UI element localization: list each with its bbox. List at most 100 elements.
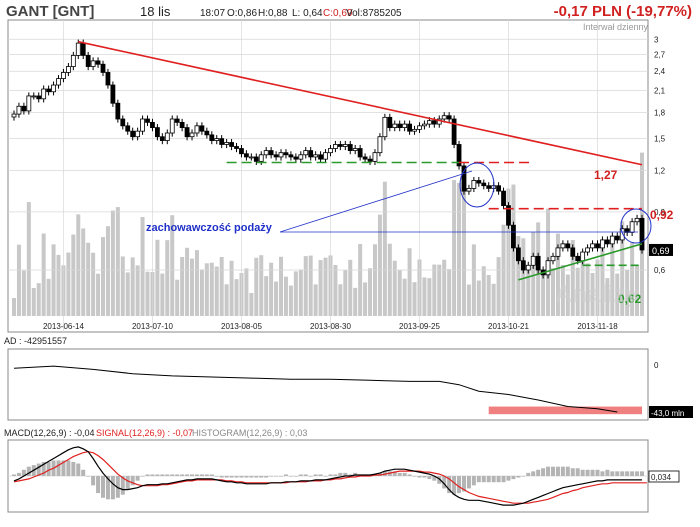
- histogram-bar: [185, 474, 190, 476]
- histogram-bar: [635, 471, 640, 476]
- histogram-bar: [343, 472, 348, 476]
- downtrend-line: [78, 40, 643, 166]
- candle-body: [619, 228, 625, 241]
- volume-bar: [214, 266, 219, 316]
- volume-bar: [442, 259, 447, 316]
- volume-bar: [36, 283, 41, 316]
- volume-bar: [51, 244, 56, 316]
- candle-body: [570, 247, 576, 257]
- histogram-bar: [620, 471, 625, 476]
- volume-bar: [338, 284, 343, 316]
- ad-last-flag: [649, 406, 693, 418]
- candle-body: [174, 118, 180, 123]
- histogram-bar: [333, 474, 338, 476]
- volume-bar: [101, 237, 106, 316]
- volume-bar: [447, 269, 452, 316]
- level-label-0-92: 0,92: [650, 208, 674, 222]
- histogram-bar: [175, 474, 180, 476]
- histogram-bar: [605, 469, 610, 476]
- volume-bar: [313, 284, 318, 316]
- candle-body: [199, 125, 205, 132]
- histogram-bar: [323, 476, 328, 477]
- candle-body: [407, 123, 412, 132]
- candle-body: [585, 247, 591, 253]
- histogram-bar: [264, 476, 269, 478]
- candle-body: [26, 95, 32, 112]
- volume-bar: [471, 244, 476, 316]
- histogram-bar: [91, 476, 96, 486]
- ad-panel-frame: [7, 348, 649, 421]
- histogram-bar: [190, 474, 195, 476]
- ad-last-label: -43,0 mln: [651, 409, 684, 418]
- candle-body: [456, 144, 462, 167]
- histogram-bar: [110, 476, 115, 500]
- candle-body: [323, 152, 328, 160]
- histogram-bar: [140, 476, 145, 477]
- candle-body: [293, 156, 299, 160]
- volume-bar: [343, 270, 348, 316]
- candle-body: [590, 243, 595, 249]
- histogram-bar: [521, 476, 526, 477]
- candle-body: [545, 260, 551, 276]
- histogram-bar: [21, 469, 26, 476]
- volume-bar: [279, 256, 284, 316]
- volume-bar: [155, 239, 160, 316]
- candle-body: [496, 185, 501, 192]
- candle-body: [525, 264, 531, 271]
- histogram-bar: [575, 468, 580, 476]
- candle-body: [352, 148, 358, 151]
- candle-body: [65, 66, 71, 73]
- volume-bar: [387, 243, 392, 316]
- volume-bar: [288, 285, 293, 316]
- volume-bar: [353, 287, 358, 316]
- histogram-bar: [194, 474, 199, 476]
- candle-body: [471, 180, 477, 189]
- candle-body: [75, 42, 81, 56]
- volume-bar: [12, 298, 16, 316]
- candle-body: [229, 142, 234, 147]
- histogram-bar: [308, 476, 313, 477]
- change-label: -0,17 PLN (-19,77%): [553, 3, 692, 20]
- histogram-bar: [209, 474, 214, 476]
- histogram-bar: [96, 476, 101, 494]
- candle-body: [372, 152, 378, 162]
- histogram-bar: [595, 469, 600, 476]
- volume-bar: [437, 264, 442, 316]
- histogram-bar: [417, 476, 422, 478]
- candle-body: [244, 153, 249, 158]
- volume-bar: [170, 215, 175, 316]
- volume-bar: [516, 236, 521, 316]
- volume-bar: [308, 255, 313, 316]
- volume-bar: [56, 254, 61, 316]
- price-tick-label: 2,1: [654, 86, 666, 95]
- volume-bar: [194, 250, 199, 316]
- candle-body: [253, 156, 259, 162]
- candle-body: [100, 63, 106, 73]
- candle-body: [560, 243, 566, 249]
- volume-bar: [580, 254, 585, 316]
- candle-body: [337, 144, 343, 147]
- price-tick-label: 2,7: [654, 50, 666, 59]
- histogram-bar: [555, 466, 560, 476]
- histogram-bar: [145, 474, 150, 476]
- candle-body: [51, 84, 56, 93]
- volume-bar: [466, 284, 471, 316]
- histogram-bar: [239, 476, 244, 478]
- candle-body: [446, 115, 452, 120]
- histogram-bar: [313, 474, 318, 476]
- volume-bar: [363, 282, 368, 316]
- histogram-bar: [41, 462, 46, 476]
- histogram-bar: [155, 474, 160, 476]
- volume-bar: [21, 270, 26, 316]
- volume-bar: [283, 276, 288, 316]
- histogram-bar: [630, 471, 635, 476]
- histogram-bar: [56, 460, 61, 476]
- volume-bar: [432, 264, 437, 316]
- volume-bar: [293, 271, 298, 316]
- candle-body: [209, 134, 215, 141]
- histogram-bar: [135, 476, 140, 481]
- candle-body: [417, 125, 422, 130]
- volume-bar: [140, 216, 145, 316]
- volume-bars: [12, 152, 644, 316]
- histogram-bar: [81, 469, 86, 476]
